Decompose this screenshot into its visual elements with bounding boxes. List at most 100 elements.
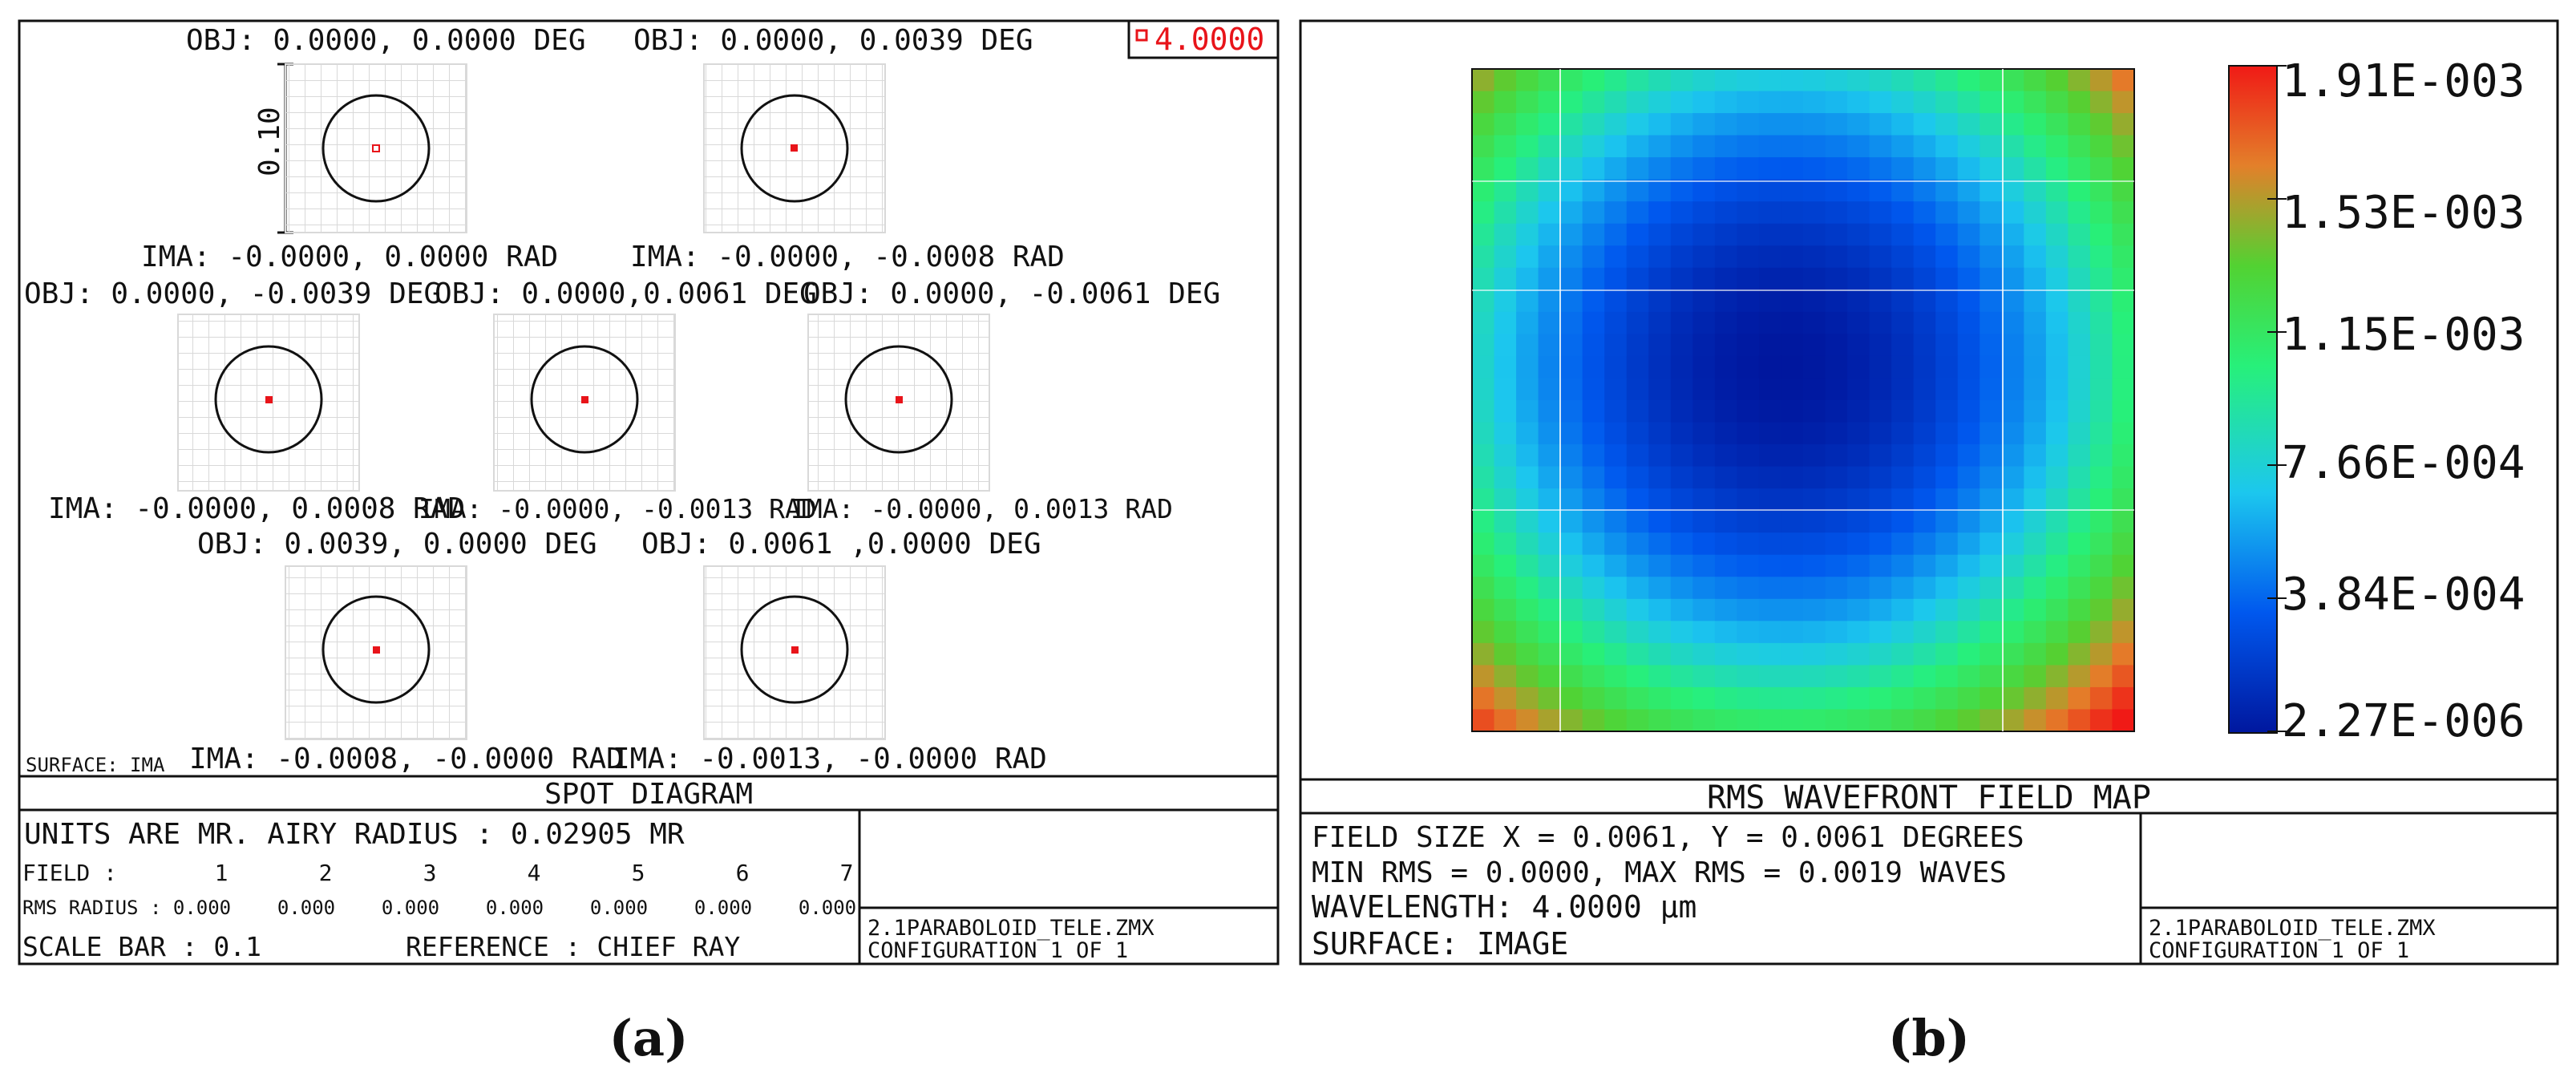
heatmap-cell <box>1957 709 1980 732</box>
heatmap-cell <box>1516 179 1539 202</box>
heatmap-cell <box>1869 113 1892 136</box>
heatmap-cell <box>2024 223 2047 246</box>
heatmap-cell <box>1935 466 1959 489</box>
heatmap-cell <box>1582 179 1605 202</box>
heatmap-cell <box>1648 686 1672 710</box>
heatmap-cell <box>1560 223 1583 246</box>
heatmap-cell <box>1737 311 1760 334</box>
heatmap-cell <box>2112 665 2135 688</box>
heatmap-cell <box>1604 686 1628 710</box>
heatmap-cell <box>1825 378 1848 401</box>
heatmap-cell <box>2001 157 2024 180</box>
heatmap-cell <box>1516 686 1539 710</box>
heatmap-cell <box>1825 642 1848 666</box>
heatmap-cell <box>1980 621 2003 644</box>
heatmap-cell <box>1913 289 1936 313</box>
heatmap-cell <box>1582 598 1605 621</box>
spot-ima-label: IMA: -0.0013, -0.0000 RAD <box>613 743 1047 775</box>
heatmap-cell <box>1891 91 1915 114</box>
heatmap-cell <box>1825 201 1848 225</box>
heatmap-cell <box>1560 378 1583 401</box>
heatmap-cell <box>2089 554 2113 577</box>
heatmap-cell <box>1980 201 2003 225</box>
heatmap-cell <box>1781 245 1804 269</box>
heatmap-cell <box>1803 378 1826 401</box>
heatmap-cell <box>1891 157 1915 180</box>
heatmap-cell <box>1825 444 1848 468</box>
heatmap-cell <box>1670 378 1693 401</box>
heatmap-cell <box>2068 91 2091 114</box>
heatmap-cell <box>1538 157 1561 180</box>
heatmap-cell <box>1803 135 1826 158</box>
heatmap-cell <box>1957 642 1980 666</box>
heatmap-cell <box>1869 201 1892 225</box>
heatmap-cell <box>2001 135 2024 158</box>
heatmap-cell <box>2112 334 2135 357</box>
heatmap-cell <box>1604 554 1628 577</box>
heatmap-cell <box>1626 466 1649 489</box>
heatmap-cell <box>1670 355 1693 379</box>
heatmap-cell <box>1670 709 1693 732</box>
heatmap-cell <box>2089 642 2113 666</box>
heatmap-cell <box>1980 400 2003 423</box>
heatmap-cell <box>1604 642 1628 666</box>
heatmap-cell <box>1957 157 1980 180</box>
heatmap-cell <box>1648 466 1672 489</box>
heatmap-cell <box>1648 577 1672 600</box>
heatmap-cell <box>1670 201 1693 225</box>
heatmap-cell <box>2112 245 2135 269</box>
heatmap-cell <box>1538 245 1561 269</box>
heatmap-cell <box>1494 709 1517 732</box>
heatmap-cell <box>1869 577 1892 600</box>
heatmap-cell <box>1516 554 1539 577</box>
heatmap-cell <box>1582 135 1605 158</box>
spot-field-4: OBJ: 0.0000,0.0061 DEG IMA: -0.0000, -0.… <box>419 277 817 524</box>
heatmap-cell <box>1957 245 1980 269</box>
heatmap-cell <box>1913 444 1936 468</box>
heatmap-cell <box>2068 355 2091 379</box>
heatmap-cell <box>1758 157 1782 180</box>
heatmap-cell <box>1847 245 1870 269</box>
heatmap-cell <box>2089 334 2113 357</box>
heatmap-cell <box>1494 267 1517 290</box>
spot-ima-label: IMA: -0.0008, -0.0000 RAD <box>189 743 624 775</box>
spot-obj-label: OBJ: 0.0039, 0.0000 DEG <box>197 528 597 561</box>
heatmap-cell <box>1980 686 2003 710</box>
heatmap-cell <box>2024 422 2047 445</box>
heatmap-cell <box>1869 554 1892 577</box>
spot-field-5: OBJ: 0.0000, -0.0061 DEG IMA: -0.0000, 0… <box>791 277 1220 524</box>
heatmap-cell <box>1714 157 1737 180</box>
heatmap-cell <box>1692 488 1716 512</box>
heatmap-cell <box>1472 135 1495 158</box>
heatmap-cell <box>1692 378 1716 401</box>
heatmap-cell <box>1692 223 1716 246</box>
heatmap-cell <box>1560 577 1583 600</box>
heatmap-cell <box>1560 621 1583 644</box>
heatmap-cell <box>1560 311 1583 334</box>
heatmap-cell <box>1980 532 2003 556</box>
heatmap-cell <box>1560 69 1583 92</box>
colorbar: 1.91E-003 1.53E-003 1.15E-003 7.66E-004 … <box>2228 55 2525 747</box>
spot-field-2: OBJ: 0.0000, 0.0039 DEG IMA: -0.0000, -0… <box>630 24 1065 273</box>
heatmap-cell <box>1626 69 1649 92</box>
heatmap-cell <box>1538 311 1561 334</box>
heatmap-cell <box>1494 334 1517 357</box>
heatmap-cell <box>2112 532 2135 556</box>
heatmap-cell <box>1648 245 1672 269</box>
heatmap-cell <box>2068 267 2091 290</box>
heatmap-cell <box>1472 444 1495 468</box>
heatmap-cell <box>1847 223 1870 246</box>
heatmap-cell <box>2112 400 2135 423</box>
heatmap-cell <box>1538 621 1561 644</box>
heatmap-cell <box>1692 311 1716 334</box>
heatmap-cell <box>1626 709 1649 732</box>
heatmap-cell <box>1781 598 1804 621</box>
heatmap-cell <box>1560 598 1583 621</box>
heatmap-cell <box>1737 179 1760 202</box>
heatmap-cell <box>1980 642 2003 666</box>
heatmap-cell <box>1980 91 2003 114</box>
heatmap-cell <box>2068 311 2091 334</box>
heatmap-cell <box>1494 510 1517 533</box>
heatmap-cell <box>1582 245 1605 269</box>
heatmap-cell <box>1692 113 1716 136</box>
